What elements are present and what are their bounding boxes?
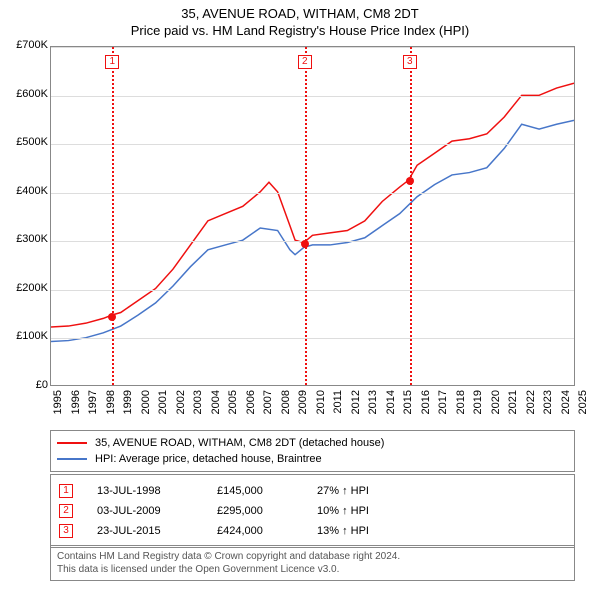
gridline — [51, 338, 574, 339]
x-tick-label: 2025 — [577, 390, 589, 420]
x-tick-label: 2001 — [157, 390, 169, 420]
y-tick-label: £500K — [0, 136, 48, 148]
y-tick-label: £200K — [0, 282, 48, 294]
legend-box: 35, AVENUE ROAD, WITHAM, CM8 2DT (detach… — [50, 430, 575, 472]
event-row: 1 13-JUL-1998£145,00027% ↑ HPI — [59, 481, 566, 501]
event-date: 23-JUL-2015 — [97, 525, 217, 537]
x-tick-label: 2000 — [140, 390, 152, 420]
y-tick-label: £700K — [0, 39, 48, 51]
event-price: £145,000 — [217, 485, 317, 497]
event-point — [406, 177, 414, 185]
event-point — [301, 240, 309, 248]
x-tick-label: 2009 — [297, 390, 309, 420]
x-tick-label: 2022 — [525, 390, 537, 420]
events-box: 1 13-JUL-1998£145,00027% ↑ HPI 2 03-JUL-200… — [50, 474, 575, 548]
event-marker-box: 1 — [105, 55, 119, 69]
legend-item: 35, AVENUE ROAD, WITHAM, CM8 2DT (detach… — [57, 435, 568, 451]
x-tick-label: 2012 — [350, 390, 362, 420]
x-tick-label: 2020 — [490, 390, 502, 420]
y-tick-label: £600K — [0, 88, 48, 100]
legend-swatch — [57, 442, 87, 444]
chart-plot-area: 1 2 3 — [50, 46, 575, 386]
chart-title-line2: Price paid vs. HM Land Registry's House … — [0, 21, 600, 44]
gridline — [51, 96, 574, 97]
x-tick-label: 1995 — [52, 390, 64, 420]
event-pct: 10% ↑ HPI — [317, 505, 369, 517]
event-vline — [305, 47, 307, 385]
event-row: 3 23-JUL-2015£424,00013% ↑ HPI — [59, 521, 566, 541]
event-point — [108, 313, 116, 321]
event-price: £424,000 — [217, 525, 317, 537]
event-number-box: 2 — [59, 504, 73, 518]
gridline — [51, 144, 574, 145]
legend-label: 35, AVENUE ROAD, WITHAM, CM8 2DT (detach… — [95, 437, 384, 449]
x-tick-label: 2005 — [227, 390, 239, 420]
event-vline — [410, 47, 412, 385]
page-container: 35, AVENUE ROAD, WITHAM, CM8 2DT Price p… — [0, 0, 600, 590]
legend-swatch — [57, 458, 87, 460]
x-tick-label: 2023 — [542, 390, 554, 420]
y-tick-label: £0 — [0, 379, 48, 391]
x-tick-label: 2014 — [385, 390, 397, 420]
chart-title-line1: 35, AVENUE ROAD, WITHAM, CM8 2DT — [0, 0, 600, 21]
attribution-box: Contains HM Land Registry data © Crown c… — [50, 545, 575, 581]
x-tick-label: 1997 — [87, 390, 99, 420]
attribution-line: This data is licensed under the Open Gov… — [57, 563, 568, 576]
event-number-box: 1 — [59, 484, 73, 498]
series-line-hpi — [51, 120, 574, 341]
event-marker-box: 2 — [298, 55, 312, 69]
x-tick-label: 2018 — [455, 390, 467, 420]
event-price: £295,000 — [217, 505, 317, 517]
event-vline — [112, 47, 114, 385]
gridline — [51, 290, 574, 291]
legend-label: HPI: Average price, detached house, Brai… — [95, 453, 322, 465]
x-tick-label: 2002 — [175, 390, 187, 420]
x-tick-label: 2015 — [402, 390, 414, 420]
x-tick-label: 2024 — [560, 390, 572, 420]
legend-item: HPI: Average price, detached house, Brai… — [57, 451, 568, 467]
event-number-box: 3 — [59, 524, 73, 538]
x-tick-label: 2016 — [420, 390, 432, 420]
event-pct: 13% ↑ HPI — [317, 525, 369, 537]
x-tick-label: 2011 — [332, 390, 344, 420]
x-tick-label: 2004 — [210, 390, 222, 420]
x-tick-label: 2007 — [262, 390, 274, 420]
event-date: 13-JUL-1998 — [97, 485, 217, 497]
gridline — [51, 193, 574, 194]
event-date: 03-JUL-2009 — [97, 505, 217, 517]
x-tick-label: 2010 — [315, 390, 327, 420]
x-tick-label: 2017 — [437, 390, 449, 420]
y-tick-label: £300K — [0, 233, 48, 245]
event-pct: 27% ↑ HPI — [317, 485, 369, 497]
event-marker-box: 3 — [403, 55, 417, 69]
y-tick-label: £100K — [0, 330, 48, 342]
x-tick-label: 1998 — [105, 390, 117, 420]
x-tick-label: 2013 — [367, 390, 379, 420]
x-tick-label: 2021 — [507, 390, 519, 420]
gridline — [51, 47, 574, 48]
gridline — [51, 241, 574, 242]
x-tick-label: 1996 — [70, 390, 82, 420]
x-tick-label: 2019 — [472, 390, 484, 420]
x-tick-label: 2008 — [280, 390, 292, 420]
x-tick-label: 2006 — [245, 390, 257, 420]
chart-svg — [51, 47, 574, 385]
x-tick-label: 2003 — [192, 390, 204, 420]
y-tick-label: £400K — [0, 185, 48, 197]
attribution-line: Contains HM Land Registry data © Crown c… — [57, 550, 568, 563]
x-tick-label: 1999 — [122, 390, 134, 420]
event-row: 2 03-JUL-2009£295,00010% ↑ HPI — [59, 501, 566, 521]
